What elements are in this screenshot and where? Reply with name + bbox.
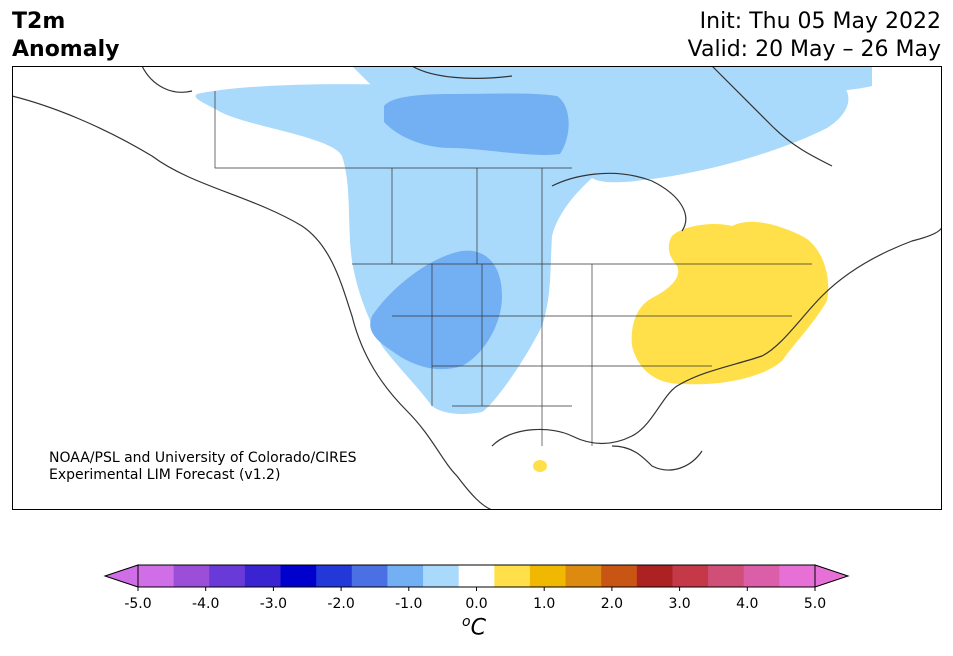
coastlines [12,66,942,510]
colorbar-swatch [280,565,317,587]
colorbar-max-arrow [814,564,850,588]
date-info: Init: Thu 05 May 2022 Valid: 20 May – 26… [688,8,941,64]
cooler-anomaly-west [370,250,502,370]
colorbar-swatch [173,565,210,587]
colorbar-swatch [387,565,424,587]
colorbar-ticks: -5.0 -4.0 -3.0 -2.0 -1.0 0.0 1.0 2.0 3.0 4.0 5.0 [124,587,826,612]
colorbar-tick-label: 1.0 [533,596,555,612]
init-date: Init: Thu 05 May 2022 [699,9,941,34]
unit-label: oC [462,614,486,640]
colorbar-swatch [708,565,745,587]
credit-text: NOAA/PSL and University of Colorado/CIRE… [49,450,357,484]
colorbar-swatches [138,565,816,587]
political-borders [214,91,812,446]
colorbar-swatch [244,565,282,587]
unit-symbol: C [470,615,486,641]
colorbar-swatch [779,565,816,587]
colorbar-tick-label: -5.0 [124,596,151,612]
colorbar-swatch [458,565,495,587]
colorbar-min-arrow [103,564,139,588]
colorbar-swatch [351,565,388,587]
colorbar-tick-label: 5.0 [804,596,826,612]
colorbar-swatch [743,565,780,587]
colorbar-swatch [316,565,353,587]
colorbar-swatch [209,565,246,587]
colorbar-tick-label: -1.0 [395,596,422,612]
colorbar-tick-label: 2.0 [601,596,623,612]
credit-line-2: Experimental LIM Forecast (v1.2) [49,467,281,483]
colorbar-tick-label: -3.0 [260,596,287,612]
colorbar-tick-label: 4.0 [736,596,758,612]
colorbar-swatch [529,565,567,587]
colorbar-swatch [138,565,175,587]
cool-anomaly-region [195,69,849,415]
colorbar-swatch [601,565,638,587]
anomaly-map [12,66,942,510]
title-line-2: Anomaly [12,37,120,62]
colorbar-swatch [494,565,531,587]
unit-degree: o [462,614,471,630]
colorbar-tick-label: 0.0 [465,596,487,612]
colorbar-tick-label: -4.0 [192,596,219,612]
cooler-anomaly-north [384,93,569,155]
cool-anomaly-north [352,66,872,95]
warm-anomaly-spot [533,460,547,472]
colorbar: -5.0 -4.0 -3.0 -2.0 -1.0 0.0 1.0 2.0 3.0 4.0 5.0 [103,564,850,612]
map-title: T2m Anomaly [12,8,119,64]
colorbar-swatch [636,565,673,587]
colorbar-swatch [672,565,709,587]
colorbar-swatch [423,565,460,587]
valid-date: Valid: 20 May – 26 May [687,37,941,62]
title-line-1: T2m [12,9,66,34]
colorbar-tick-label: 3.0 [668,596,690,612]
colorbar-tick-label: -2.0 [327,596,354,612]
colorbar-swatch [565,565,602,587]
credit-line-1: NOAA/PSL and University of Colorado/CIRE… [49,450,357,466]
